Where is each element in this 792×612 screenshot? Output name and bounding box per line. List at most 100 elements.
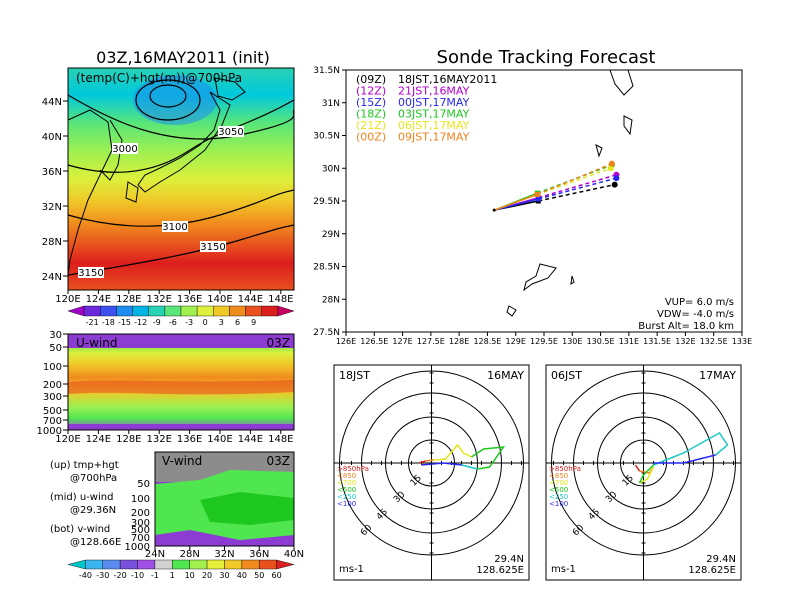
note-line: @29.36N [70,505,116,516]
tick-label: 128.5E [473,337,501,346]
colorbar-swatch [180,305,198,317]
colorbar-label: -15 [118,318,131,327]
coastline-japan [137,91,231,193]
colorbar-swatch [100,305,117,317]
tick-label: 28N [180,549,200,560]
colorbar-label: 1 [170,571,175,580]
colorbar-label: -30 [96,571,109,580]
tick-label: 131.5E [643,337,671,346]
tick-label: 144E [238,294,263,305]
island-outline [595,144,603,158]
colorbar-swatch [277,305,295,317]
colorbar-label: 60 [272,571,282,580]
colorbar-label: 0 [203,318,208,327]
legend-label: 09JST,17MAY [398,131,470,144]
colorbar-label: -21 [86,318,99,327]
note-line: @700hPa [70,473,117,484]
tick-label: 120E [55,294,80,305]
hodograph-trace [638,464,655,484]
colorbar-label: -10 [131,571,144,580]
wind-band [68,380,294,395]
legend-label: 06JST,17MAY [398,119,470,132]
hodograph-date: 17MAY [699,369,736,382]
colorbar-swatch [67,559,86,570]
colorbar-label: -20 [114,571,127,580]
burst-point [535,196,541,202]
layer-label: <100 [549,500,568,508]
colorbar-swatch [119,559,138,570]
tick-label: 31N [322,99,340,109]
tick-label: 28N [322,295,340,305]
temperature-map-panel: 3000 3050 3100 3150 3150 (temp(C)+hgt(m)… [42,67,295,305]
colorbar-label: 40 [237,571,247,580]
tick-label: 148E [268,434,293,445]
hodograph-time: 18JST [339,369,370,382]
panel-notes: (up) tmp+hgt @700hPa (mid) u-wind @29.36… [50,460,121,548]
hodograph-lon: 128.625E [476,565,524,576]
hodograph-trace [433,443,472,461]
island-outline [570,275,575,286]
right-title: Sonde Tracking Forecast [437,47,656,68]
contour-label: 3050 [218,127,243,138]
tick-label: 1000 [37,426,62,437]
u-wind-time: 03Z [267,336,291,350]
tick-label: 700 [131,533,150,544]
hodograph-trace [653,432,729,466]
colorbar-swatch [172,559,190,570]
tick-label: 136E [177,434,202,445]
contour-line [67,99,295,173]
landing-point [607,165,614,172]
colorbar-swatch [164,305,182,317]
colorbar-swatch [224,559,243,570]
colorbar-label: 9 [251,318,256,327]
colorbar-swatch [241,559,260,570]
tick-label: 50 [137,479,150,490]
colorbar-label: 30 [219,571,229,580]
tick-label: 31.5N [313,66,340,76]
colorbar-label: -12 [134,318,147,327]
tick-label: 127.5E [417,337,445,346]
tick-label: 36N [249,549,269,560]
temperature-colorbar: -21 -18 -15 -12 -9 -6 -3 0 3 6 9 [67,305,295,327]
note-line: (up) tmp+hgt [50,460,119,471]
tick-label: 29N [322,230,340,240]
tick-label: 50 [49,343,62,354]
tick-label: 1000 [125,542,150,553]
colorbar-label: -3 [185,318,193,327]
tick-label: 126E [336,337,356,346]
contour-label: 3000 [112,144,137,155]
tick-label: 128E [116,434,141,445]
hodograph-trace [471,446,506,470]
colorbar-swatch [85,559,103,570]
cold-pool [133,75,217,125]
contour-label: 3150 [78,268,103,279]
coastline-korea [99,119,123,181]
island-outline [623,115,633,136]
tick-label: 127E [392,337,412,346]
island-outline [523,263,557,292]
colorbar-swatch [196,305,214,317]
colorbar-label: -40 [79,571,92,580]
track-descent-line [536,164,613,194]
landing-point [608,160,615,167]
landing-point [611,181,618,188]
colorbar-swatch [154,559,173,570]
tick-label: 132E [146,294,171,305]
tick-label: 32N [42,202,62,213]
legend-run: (09Z) [356,73,386,86]
tick-label: 200 [131,508,150,519]
burst-point [534,191,540,197]
hodograph-date: 16MAY [487,369,524,382]
legend-label: 18JST,16MAY2011 [398,73,497,86]
hodograph-trace [425,459,434,462]
tick-label: 132E [146,434,171,445]
layer-label: <850 [337,472,356,480]
hodograph-trace [653,454,716,464]
left-title: 03Z,16MAY2011 (init) [96,48,270,67]
track-ascent-line [493,193,538,211]
colorbar-swatch [67,305,85,317]
tick-label: 300 [43,392,62,403]
contour-label: 3100 [162,222,187,233]
